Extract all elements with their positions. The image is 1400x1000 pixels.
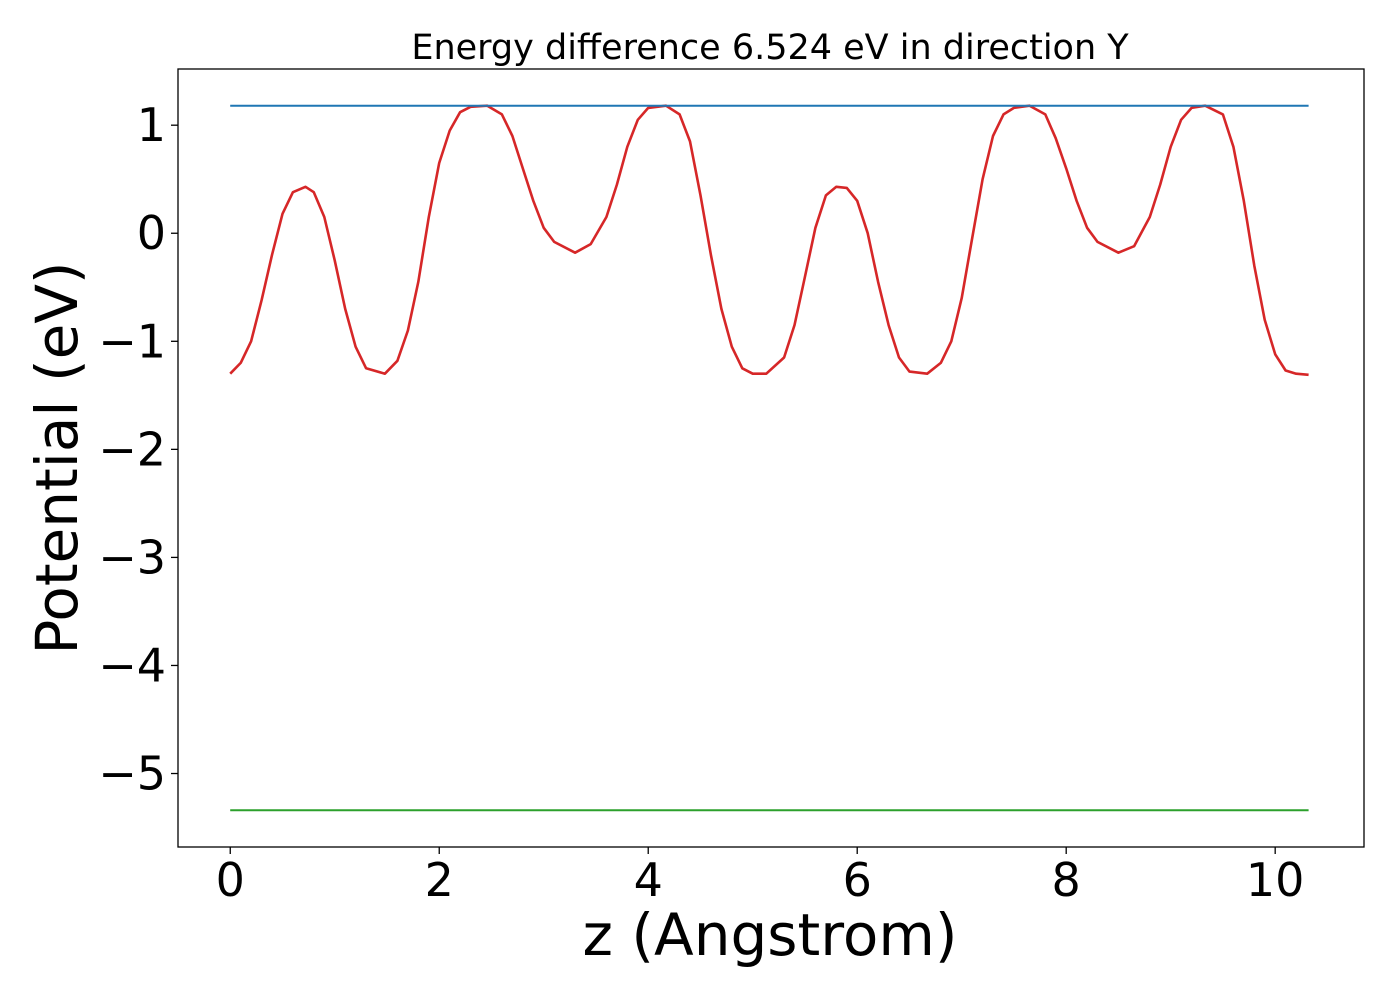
series-layer xyxy=(229,104,1309,812)
x-tick-label: 0 xyxy=(216,853,245,907)
x-tick-label: 10 xyxy=(1246,853,1305,907)
chart-title: Energy difference 6.524 eV in direction … xyxy=(411,28,1129,68)
plot-frame xyxy=(177,68,1365,848)
x-axis-label: z (Angstrom) xyxy=(583,901,958,969)
plot-area xyxy=(177,68,1365,848)
y-axis-label: Potential (eV) xyxy=(23,261,91,654)
x-tick-label: 6 xyxy=(843,853,872,907)
series-line-1 xyxy=(229,104,1309,377)
y-tick-label: −2 xyxy=(98,422,166,476)
y-axis: −5 −4 −3 −2 −1 0 1 xyxy=(98,98,178,801)
y-tick-label: −5 xyxy=(98,747,166,801)
x-tick-label: 8 xyxy=(1052,853,1081,907)
y-tick-label: −4 xyxy=(98,638,166,692)
y-tick-label: 1 xyxy=(137,98,166,152)
x-tick-label: 2 xyxy=(425,853,454,907)
y-tick-label: 0 xyxy=(137,206,166,260)
y-tick-label: −3 xyxy=(98,530,166,584)
x-tick-label: 4 xyxy=(634,853,663,907)
x-axis: 0 2 4 6 8 10 xyxy=(216,847,1305,907)
y-tick-label: −1 xyxy=(98,314,166,368)
